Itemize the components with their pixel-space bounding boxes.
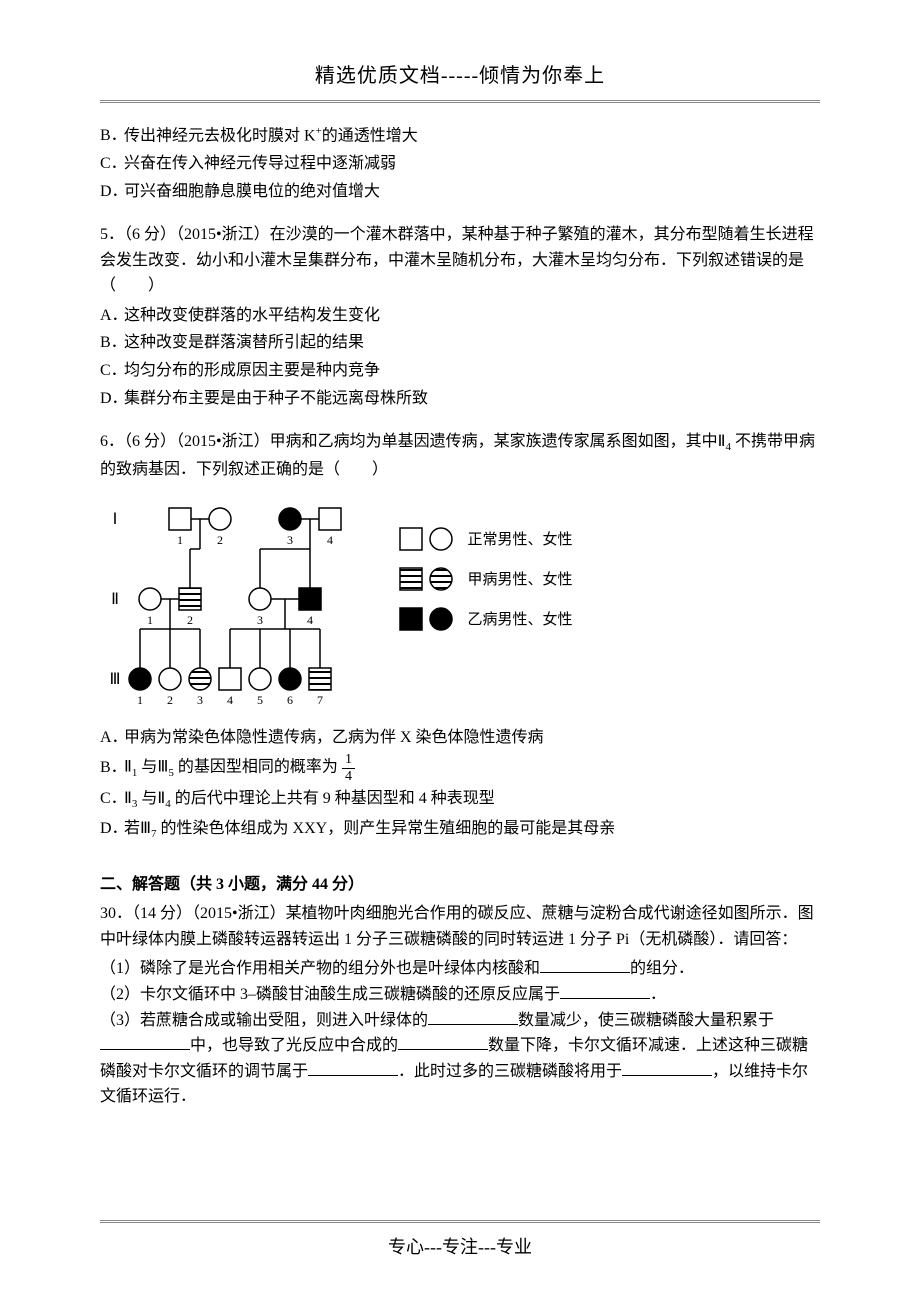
- q6-option-b: B． Ⅱ1 与Ⅲ5 的基因型相同的概率为 1 4: [100, 752, 820, 784]
- svg-text:正常男性、女性: 正常男性、女性: [467, 530, 572, 548]
- blank: [398, 1034, 488, 1050]
- pedigree-svg: Ⅰ Ⅱ Ⅲ 1 2 3 4 1 2 3 4 1 2 3 4 5 6 7 正常男性、女性甲病男性、女性乙病男性、女性: [100, 489, 620, 719]
- q4-option-d: D． 可兴奋细胞静息膜电位的绝对值增大: [100, 179, 820, 205]
- q5-option-a: A． 这种改变使群落的水平结构发生变化: [100, 303, 820, 329]
- q5-option-d: D． 集群分布主要是由于种子不能远离母株所致: [100, 386, 820, 412]
- option-label: B．: [100, 123, 124, 149]
- svg-text:Ⅰ: Ⅰ: [113, 511, 118, 528]
- svg-text:2: 2: [167, 693, 173, 707]
- option-text: 兴奋在传入神经元传导过程中逐渐减弱: [124, 151, 820, 177]
- blank: [560, 983, 650, 999]
- pedigree-diagram: Ⅰ Ⅱ Ⅲ 1 2 3 4 1 2 3 4 1 2 3 4 5 6 7 正常男性、女性甲病男性、女性乙病男性、女性: [100, 489, 820, 719]
- page-header: 精选优质文档-----倾情为你奉上: [100, 60, 820, 92]
- svg-text:4: 4: [227, 693, 233, 707]
- svg-text:甲病男性、女性: 甲病男性、女性: [467, 570, 572, 588]
- blank: [100, 1034, 190, 1050]
- header-rule: [100, 100, 820, 103]
- blank: [308, 1060, 398, 1076]
- q30-p2: （2）卡尔文循环中 3–磷酸甘油酸生成三碳糖磷酸的还原反应属于．: [100, 982, 820, 1008]
- svg-text:3: 3: [287, 533, 293, 547]
- svg-text:1: 1: [137, 693, 143, 707]
- q6-option-d: D． 若Ⅲ7 的性染色体组成为 XXY，则产生异常生殖细胞的最可能是其母亲: [100, 816, 820, 844]
- q5-option-b: B． 这种改变是群落演替所引起的结果: [100, 330, 820, 356]
- fraction: 1 4: [342, 752, 355, 784]
- svg-text:2: 2: [187, 613, 193, 627]
- page-footer: 专心---专注---专业: [0, 1220, 920, 1262]
- section-2-title: 二、解答题（共 3 小题，满分 44 分）: [100, 872, 820, 898]
- svg-text:4: 4: [327, 533, 333, 547]
- q6-option-c: C． Ⅱ3 与Ⅱ4 的后代中理论上共有 9 种基因型和 4 种表现型: [100, 786, 820, 814]
- option-label: C．: [100, 151, 124, 177]
- svg-text:3: 3: [197, 693, 203, 707]
- q6-option-a: A． 甲病为常染色体隐性遗传病，乙病为伴 X 染色体隐性遗传病: [100, 725, 820, 751]
- q5-option-c: C． 均匀分布的形成原因主要是种内竞争: [100, 358, 820, 384]
- blank: [622, 1060, 712, 1076]
- svg-text:4: 4: [307, 613, 313, 627]
- svg-text:Ⅱ: Ⅱ: [111, 591, 119, 608]
- blank: [540, 957, 630, 973]
- svg-text:乙病男性、女性: 乙病男性、女性: [467, 610, 572, 628]
- svg-text:3: 3: [257, 613, 263, 627]
- svg-text:2: 2: [217, 533, 223, 547]
- q30-stem: 30．（14 分）（2015•浙江）某植物叶肉细胞光合作用的碳反应、蔗糖与淀粉合…: [100, 901, 820, 952]
- svg-text:7: 7: [317, 693, 323, 707]
- option-label: D．: [100, 179, 124, 205]
- q30-p1: （1）磷除了是光合作用相关产物的组分外也是叶绿体内核酸和的组分．: [100, 956, 820, 982]
- q30: 30．（14 分）（2015•浙江）某植物叶肉细胞光合作用的碳反应、蔗糖与淀粉合…: [100, 901, 820, 1110]
- svg-text:1: 1: [147, 613, 153, 627]
- svg-text:1: 1: [177, 533, 183, 547]
- q5: 5．（6 分）（2015•浙江）在沙漠的一个灌木群落中，某种基于种子繁殖的灌木，…: [100, 222, 820, 411]
- q4-option-b: B． 传出神经元去极化时膜对 K+的通透性增大: [100, 123, 820, 149]
- svg-text:5: 5: [257, 693, 263, 707]
- q30-p3: （3）若蔗糖合成或输出受阻，则进入叶绿体的数量减少，使三碳糖磷酸大量积累于中，也…: [100, 1008, 820, 1110]
- svg-text:6: 6: [287, 693, 293, 707]
- blank: [428, 1009, 518, 1025]
- option-text: 传出神经元去极化时膜对 K+的通透性增大: [124, 123, 820, 149]
- q5-stem: 5．（6 分）（2015•浙江）在沙漠的一个灌木群落中，某种基于种子繁殖的灌木，…: [100, 222, 820, 299]
- q4-option-c: C． 兴奋在传入神经元传导过程中逐渐减弱: [100, 151, 820, 177]
- footer-rule: [100, 1220, 820, 1223]
- option-text: 可兴奋细胞静息膜电位的绝对值增大: [124, 179, 820, 205]
- svg-text:Ⅲ: Ⅲ: [109, 671, 120, 688]
- q6: 6．（6 分）（2015•浙江）甲病和乙病均为单基因遗传病，某家族遗传家属系图如…: [100, 429, 820, 843]
- q6-stem: 6．（6 分）（2015•浙江）甲病和乙病均为单基因遗传病，某家族遗传家属系图如…: [100, 429, 820, 482]
